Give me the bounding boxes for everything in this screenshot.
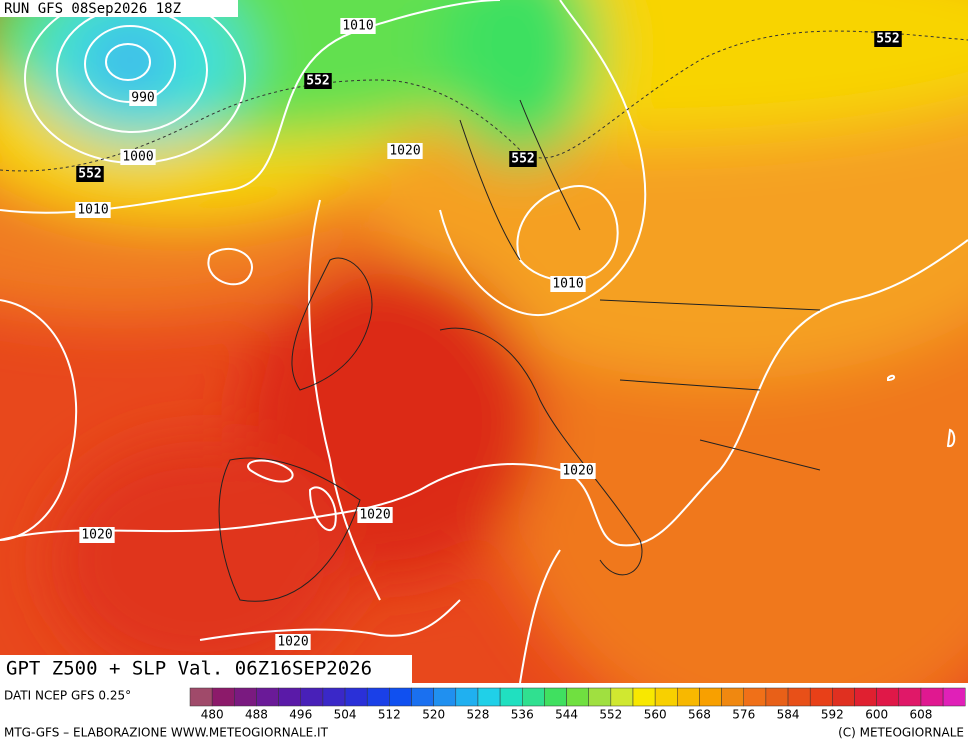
isobar-label: 1010 (342, 19, 373, 34)
color-swatch (699, 687, 722, 707)
color-swatch (854, 687, 877, 707)
color-swatch (322, 687, 346, 707)
isobar-label-box (340, 18, 376, 34)
geopotential-label-box (509, 151, 537, 167)
legend-source: DATI NCEP GFS 0.25° (4, 689, 131, 703)
legend-tick-label: 544 (555, 708, 578, 722)
isobar-label: 1020 (81, 528, 112, 543)
title-box (0, 655, 412, 683)
isobar-label-box (75, 202, 111, 218)
color-swatch (876, 687, 900, 707)
color-swatch (610, 687, 634, 707)
isobar-label: 990 (131, 91, 154, 106)
legend-tick-label: 504 (334, 708, 357, 722)
geopotential-label-box (304, 73, 332, 89)
footer-left: MTG-GFS – ELABORAZIONE WWW.METEOGIORNALE… (4, 726, 329, 740)
legend-tick-label: 488 (245, 708, 268, 722)
legend-tick-label: 552 (599, 708, 622, 722)
color-swatch (477, 687, 501, 707)
isobar-label-box (357, 507, 393, 523)
color-swatch (344, 687, 368, 707)
isobar-label-box (79, 527, 115, 543)
color-swatch (278, 687, 302, 707)
isobar-label: 1020 (277, 635, 308, 650)
color-swatch (942, 687, 966, 707)
color-swatch (588, 687, 612, 707)
isobar-label: 1020 (359, 508, 390, 523)
color-swatch (920, 687, 944, 707)
map-title: GPT Z500 + SLP Val. 06Z16SEP2026 (6, 658, 372, 680)
isobar-label-box (120, 149, 156, 165)
color-swatch (721, 687, 744, 707)
color-swatch (389, 687, 412, 707)
isobar-label: 1020 (562, 464, 593, 479)
coastlines (218, 99, 821, 602)
color-swatch (366, 687, 390, 707)
color-swatch (743, 687, 767, 707)
isobar-label-box (275, 634, 311, 650)
color-swatch (411, 687, 434, 707)
color-swatch (189, 687, 213, 707)
isobar-label-box (129, 90, 157, 106)
color-swatch (433, 687, 457, 707)
isobar-label: 1010 (552, 277, 583, 292)
legend-tick-label: 608 (909, 708, 932, 722)
color-swatch (256, 687, 279, 707)
legend-tick-label: 520 (422, 708, 445, 722)
footer-right: (C) METEOGIORNALE (838, 726, 964, 740)
552-line (0, 30, 968, 172)
color-swatch (544, 687, 567, 707)
color-swatch (455, 687, 479, 707)
geopotential-label-box (874, 31, 902, 47)
legend-tick-label: 560 (644, 708, 667, 722)
color-swatch (566, 687, 589, 707)
isobar-label-box (550, 276, 586, 292)
color-swatch (654, 687, 678, 707)
isobar-label: 1000 (122, 150, 153, 165)
geopotential-label: 552 (876, 32, 899, 47)
legend-tick-label: 568 (688, 708, 711, 722)
color-swatch (300, 687, 324, 707)
color-swatch (234, 687, 257, 707)
color-swatch (632, 687, 656, 707)
color-swatch (832, 687, 855, 707)
geopotential-label: 552 (511, 152, 534, 167)
isobar-label: 1020 (389, 144, 420, 159)
geopotential-label: 552 (78, 167, 101, 182)
legend-tick-label: 528 (466, 708, 489, 722)
legend-tick-label: 480 (201, 708, 224, 722)
legend-tick-label: 496 (289, 708, 312, 722)
isobar-label: 1010 (77, 203, 108, 218)
geopotential-label-box (76, 166, 104, 182)
legend-tick-label: 512 (378, 708, 401, 722)
run-label: RUN GFS 08Sep2026 18Z (4, 1, 181, 17)
legend-tick-label: 576 (732, 708, 755, 722)
color-swatch (765, 687, 789, 707)
color-swatch (211, 687, 235, 707)
geopotential-label: 552 (306, 74, 329, 89)
legend-tick-label: 600 (865, 708, 888, 722)
run-box (0, 0, 238, 17)
legend-tick-label: 592 (821, 708, 844, 722)
color-swatch (809, 687, 833, 707)
legend-tick-label: 584 (777, 708, 800, 722)
color-swatch (677, 687, 700, 707)
color-swatch (787, 687, 811, 707)
isobar-label-box (560, 463, 596, 479)
color-swatch (898, 687, 922, 707)
legend-tick-label: 536 (511, 708, 534, 722)
color-swatch (522, 687, 545, 707)
isobar-label-box (387, 143, 423, 159)
color-swatch (499, 687, 523, 707)
